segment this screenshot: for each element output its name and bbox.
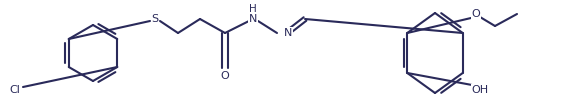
Text: N: N	[284, 28, 292, 38]
Text: O: O	[472, 9, 480, 19]
Text: H: H	[249, 4, 257, 14]
Text: Cl: Cl	[9, 85, 20, 95]
Text: N: N	[249, 14, 257, 24]
Text: OH: OH	[472, 85, 489, 95]
Text: O: O	[220, 71, 230, 81]
Text: S: S	[151, 14, 159, 24]
